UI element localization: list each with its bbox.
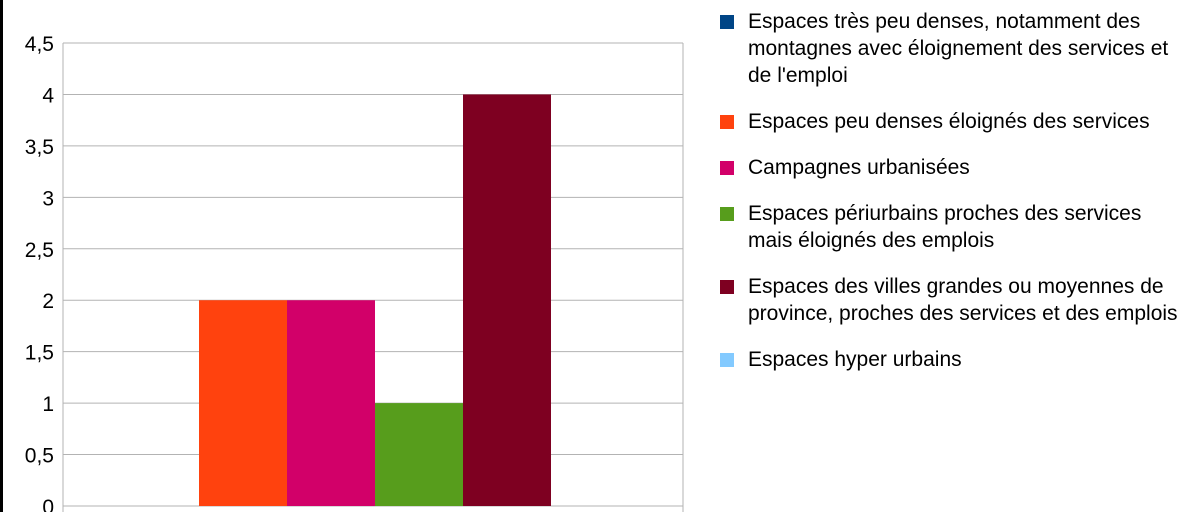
legend-swatch-0 — [720, 15, 734, 29]
legend-swatch-2 — [720, 161, 734, 175]
legend-item-5: Espaces hyper urbains — [720, 346, 1182, 373]
y-tick-label: 4 — [42, 84, 54, 107]
y-tick-label: 1,5 — [25, 342, 54, 365]
bar-1 — [199, 300, 287, 506]
legend-item-4: Espaces des villes grandes ou moyennes d… — [720, 273, 1182, 327]
bar-3 — [375, 403, 463, 506]
y-tick-label: 2 — [42, 290, 54, 313]
legend-item-2: Campagnes urbanisées — [720, 154, 1182, 181]
legend-label-3: Espaces périurbains proches des services… — [748, 202, 1142, 252]
bar-4 — [463, 94, 551, 506]
legend-label-2: Campagnes urbanisées — [748, 156, 970, 179]
legend-label-4: Espaces des villes grandes ou moyennes d… — [748, 275, 1178, 325]
bar-chart: 0 0,5 1 1,5 2 2,5 3 3,5 4 4,5 — [0, 0, 684, 512]
legend-item-1: Espaces peu denses éloignés des services — [720, 108, 1182, 135]
y-tick-label: 4,5 — [25, 33, 54, 56]
y-tick-label: 0,5 — [25, 445, 54, 468]
legend-swatch-1 — [720, 115, 734, 129]
y-tick-label: 3 — [42, 187, 54, 210]
y-tick-label: 1 — [42, 393, 54, 416]
legend-label-1: Espaces peu denses éloignés des services — [748, 110, 1150, 133]
legend-label-5: Espaces hyper urbains — [748, 348, 962, 371]
legend: Espaces très peu denses, notamment des m… — [720, 8, 1182, 373]
legend-item-0: Espaces très peu denses, notamment des m… — [720, 8, 1182, 89]
y-tick-label: 0 — [42, 496, 54, 512]
legend-swatch-4 — [720, 280, 734, 294]
y-tick-label: 2,5 — [25, 239, 54, 262]
legend-swatch-5 — [720, 353, 734, 367]
legend-label-0: Espaces très peu denses, notamment des m… — [748, 10, 1169, 87]
legend-item-3: Espaces périurbains proches des services… — [720, 200, 1182, 254]
y-tick-label: 3,5 — [25, 136, 54, 159]
bar-2 — [287, 300, 375, 506]
legend-swatch-3 — [720, 207, 734, 221]
